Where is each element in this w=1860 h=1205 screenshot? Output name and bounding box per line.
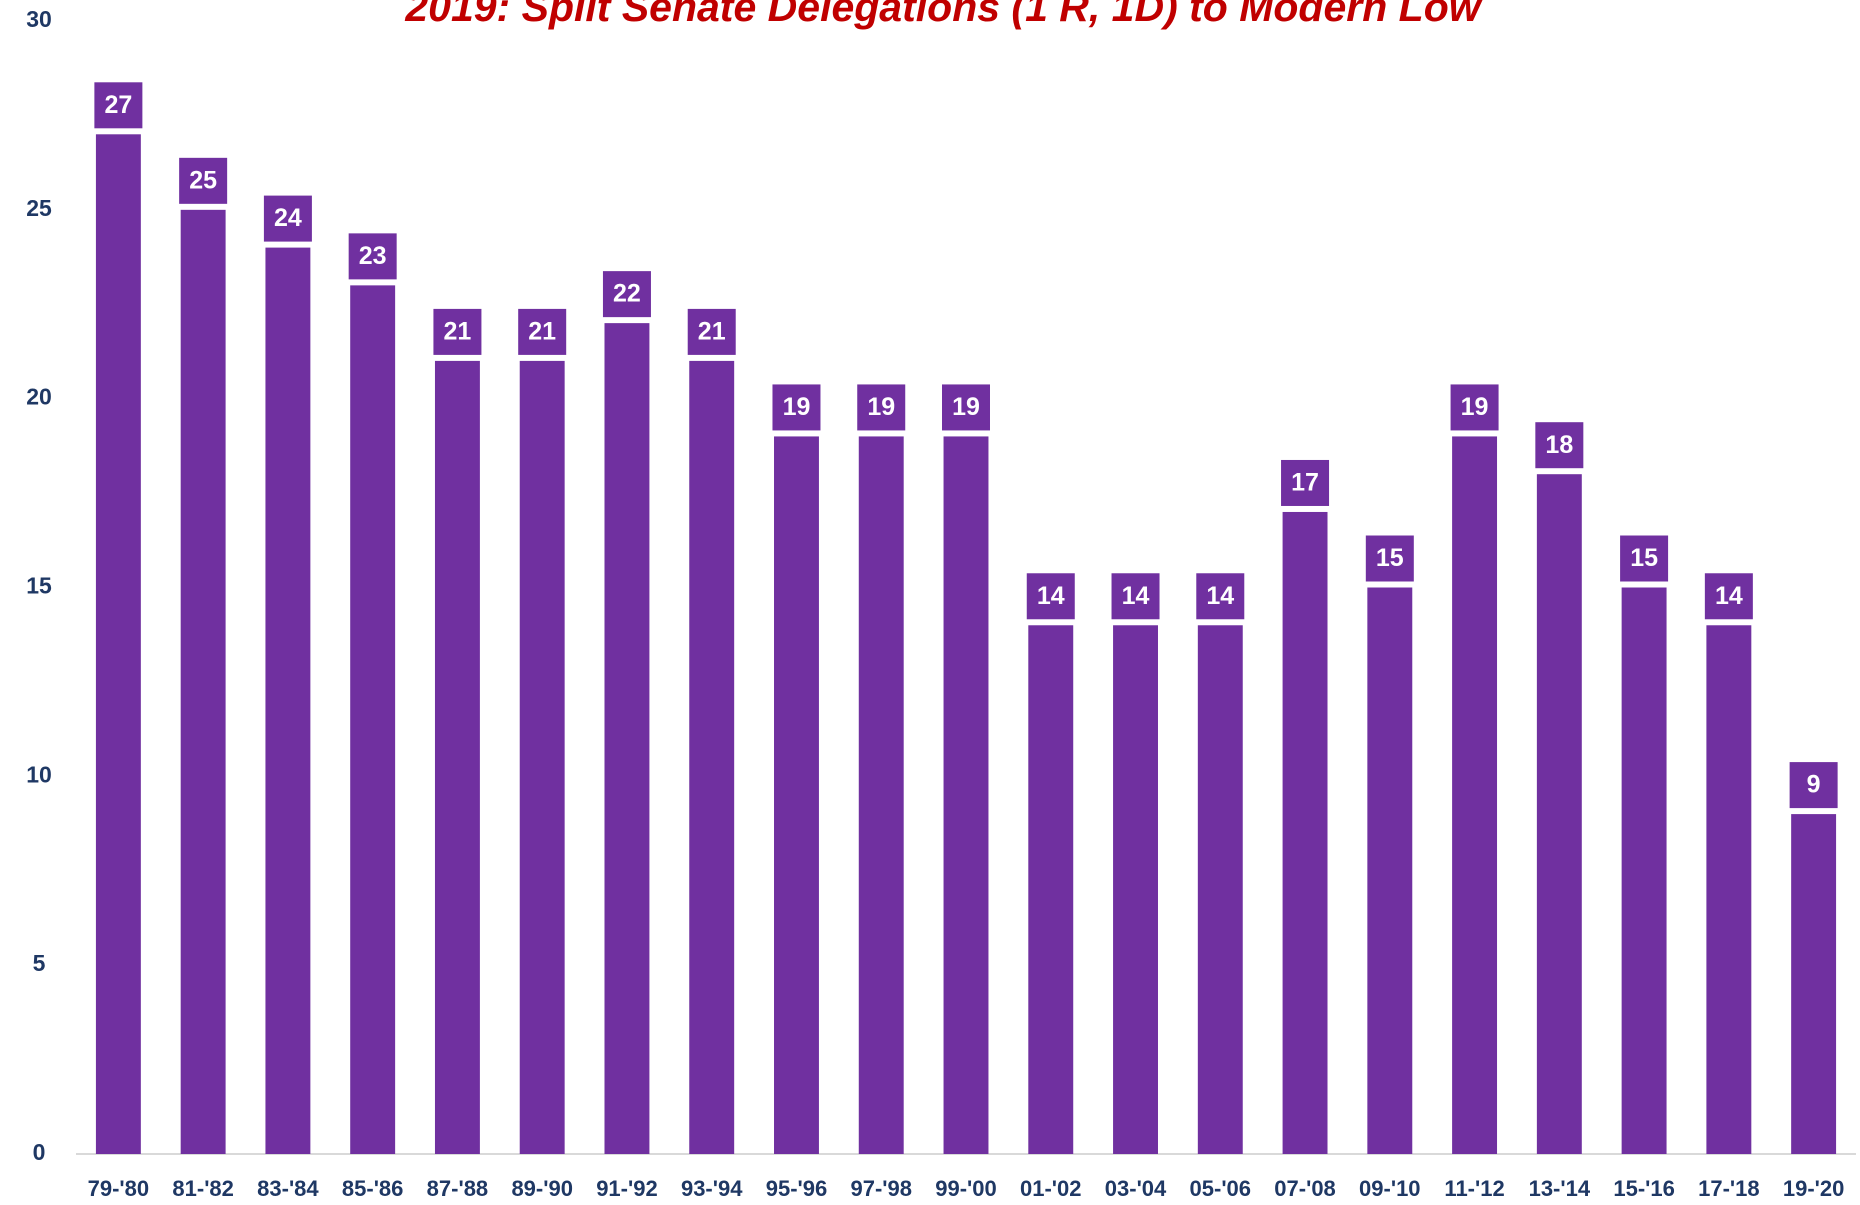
value-label-box: [1620, 535, 1669, 582]
x-tick-label: 85-'86: [342, 1176, 404, 1201]
y-tick-label: 0: [33, 1139, 46, 1165]
value-label-box: [518, 308, 567, 355]
bar: [519, 360, 565, 1154]
value-label-box: [772, 384, 821, 431]
value-label-box: [1704, 573, 1753, 620]
x-tick-label: 87-'88: [427, 1176, 489, 1201]
x-tick-label: 01-'02: [1020, 1176, 1082, 1201]
value-label: 15: [1630, 544, 1658, 572]
value-label-box: [687, 308, 736, 355]
value-label-box: [1196, 573, 1245, 620]
bar: [180, 209, 226, 1155]
value-label: 25: [189, 166, 217, 194]
value-label: 17: [1291, 469, 1319, 497]
x-tick-label: 13-'14: [1529, 1176, 1591, 1201]
x-tick-label: 07-'08: [1274, 1176, 1336, 1201]
value-label: 14: [1715, 582, 1743, 610]
value-label-box: [1535, 422, 1584, 469]
bar: [1113, 625, 1158, 1154]
bar: [1367, 587, 1413, 1154]
x-tick-label: 17-'18: [1698, 1176, 1760, 1201]
value-label: 21: [528, 318, 556, 346]
x-tick-label: 93-'94: [681, 1176, 743, 1201]
bar: [1452, 436, 1498, 1154]
x-tick-label: 09-'10: [1359, 1176, 1421, 1201]
value-label-box: [348, 233, 397, 280]
y-tick-label: 20: [26, 384, 52, 410]
y-tick-label: 30: [26, 6, 52, 32]
bar: [604, 323, 650, 1155]
value-label-box: [857, 384, 906, 431]
bar: [350, 285, 396, 1154]
bar: [95, 134, 141, 1155]
x-tick-label: 81-'82: [172, 1176, 234, 1201]
value-label-box: [179, 157, 228, 204]
bar: [1536, 474, 1582, 1154]
value-label-box: [433, 308, 482, 355]
value-label: 19: [783, 393, 811, 421]
value-label: 22: [613, 280, 641, 308]
value-label: 18: [1545, 431, 1573, 459]
x-tick-label: 05-'06: [1190, 1176, 1252, 1201]
value-label: 21: [698, 318, 726, 346]
x-tick-label: 15-'16: [1613, 1176, 1675, 1201]
value-label: 19: [1461, 393, 1489, 421]
x-tick-label: 03-'04: [1105, 1176, 1167, 1201]
x-tick-label: 95-'96: [766, 1176, 828, 1201]
value-label-box: [94, 82, 143, 129]
y-tick-label: 10: [26, 761, 52, 787]
chart-title: 2019: Split Senate Delegations (1 R, 1D)…: [404, 0, 1483, 30]
value-label: 15: [1376, 544, 1404, 572]
bar: [434, 360, 480, 1154]
value-label: 14: [1037, 582, 1065, 610]
value-label: 14: [1122, 582, 1150, 610]
bar: [1621, 587, 1667, 1154]
value-label-box: [1789, 762, 1838, 809]
bar: [1028, 625, 1074, 1154]
bar: [1791, 814, 1837, 1154]
x-tick-label: 97-'98: [850, 1176, 912, 1201]
bar: [1197, 625, 1243, 1154]
value-label: 9: [1807, 771, 1821, 799]
value-label-box: [602, 271, 651, 318]
y-tick-label: 15: [26, 573, 52, 599]
value-label-box: [1281, 459, 1330, 506]
value-label: 24: [274, 204, 302, 232]
x-tick-label: 99-'00: [935, 1176, 997, 1201]
x-tick-label: 91-'92: [596, 1176, 658, 1201]
bar: [858, 436, 904, 1154]
y-tick-label: 5: [33, 950, 46, 976]
value-label-box: [1450, 384, 1499, 431]
y-tick-label: 25: [26, 195, 52, 221]
value-label: 27: [104, 91, 132, 119]
value-label-box: [1111, 573, 1160, 620]
x-tick-label: 19-'20: [1783, 1176, 1845, 1201]
bar: [1282, 511, 1328, 1154]
bar: [689, 360, 735, 1154]
value-label-box: [263, 195, 312, 242]
value-label-box: [1026, 573, 1075, 620]
value-label-box: [1365, 535, 1414, 582]
x-tick-label: 11-'12: [1444, 1176, 1504, 1201]
value-label: 23: [359, 242, 387, 270]
value-label-box: [942, 384, 990, 431]
x-tick-label: 83-'84: [257, 1176, 319, 1201]
bar: [265, 247, 311, 1155]
value-label: 19: [867, 393, 895, 421]
value-label: 19: [952, 393, 980, 421]
bar: [943, 436, 989, 1154]
bar: [1706, 625, 1752, 1154]
x-tick-label: 89-'90: [511, 1176, 573, 1201]
value-label: 14: [1206, 582, 1234, 610]
value-label: 21: [444, 318, 472, 346]
x-tick-label: 79-'80: [88, 1176, 150, 1201]
bar: [774, 436, 819, 1154]
